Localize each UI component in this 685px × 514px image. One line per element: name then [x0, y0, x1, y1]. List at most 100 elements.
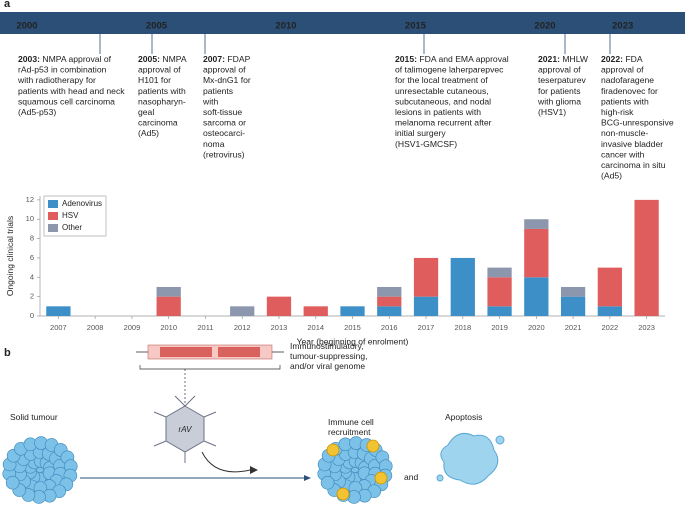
- event-text: high-risk: [601, 107, 634, 117]
- event-line: subcutaneous, and nodal: [395, 96, 491, 106]
- legend-swatch: [48, 200, 58, 208]
- event-text: approval of: [538, 65, 581, 75]
- legend-label: Adenovirus: [62, 199, 102, 208]
- event-text: rAd-p53 in combination: [18, 65, 107, 75]
- event-line: osteocarci-: [203, 128, 245, 138]
- bar-segment: [597, 306, 622, 316]
- event-line: (HSV1-GMCSF): [395, 139, 457, 149]
- apoptotic-body: [436, 474, 444, 482]
- legend-label: Other: [62, 223, 82, 232]
- event-text: with glioma: [537, 96, 581, 106]
- x-tick-label: 2014: [307, 323, 324, 332]
- event-text: 2003: NMPA approval of: [18, 54, 112, 64]
- bar-segment: [377, 296, 402, 307]
- event-line: noma: [203, 139, 225, 149]
- event-text: noma: [203, 139, 225, 149]
- x-tick-label: 2007: [50, 323, 67, 332]
- panel-label: b: [4, 347, 11, 359]
- event-text: 2005: NMPA: [138, 54, 187, 64]
- event-line: H101 for: [138, 75, 171, 85]
- event-text: 2007: FDAP: [203, 54, 251, 64]
- event-text: carcinoma in situ: [601, 160, 666, 170]
- event-line: for patients: [538, 86, 581, 96]
- event-line: carcinoma in situ: [601, 160, 666, 170]
- event-text: Mx-dnG1 for: [203, 75, 251, 85]
- bar-segment: [230, 306, 255, 316]
- event-year: 2003:: [18, 54, 40, 64]
- bar-segment: [524, 228, 549, 278]
- event-line: patients with: [138, 86, 186, 96]
- gene: [160, 347, 212, 357]
- panel-label: a: [4, 0, 11, 10]
- tumour-label: Solid tumour: [10, 412, 58, 422]
- bar-segment: [413, 296, 439, 316]
- x-tick-label: 2017: [418, 323, 435, 332]
- event-line: approval of: [538, 65, 581, 75]
- event-line: FDA: [625, 54, 642, 64]
- event-text: with radiotherapy for: [17, 75, 96, 85]
- immune-cell: [326, 443, 340, 457]
- event-text: invasive bladder: [601, 139, 663, 149]
- event-text: (Ad5-p53): [18, 107, 56, 117]
- event-text: for the local treatment of: [395, 75, 488, 85]
- timeline-year: 2000: [16, 21, 37, 32]
- event-line: approval of: [138, 65, 181, 75]
- event-text: soft-tissue: [203, 107, 242, 117]
- event-text: (Ad5): [601, 171, 622, 181]
- tumour-cell: [320, 475, 335, 490]
- event-text: lesions in patients with: [395, 107, 481, 117]
- gene: [218, 347, 260, 357]
- timeline-year: 2010: [275, 21, 296, 32]
- event-text: (Ad5): [138, 128, 159, 138]
- event-line: patients with head and neck: [18, 86, 125, 96]
- recruitment-label: Immune cell: [328, 417, 374, 427]
- timeline-year: 2005: [146, 21, 168, 32]
- event-line: (HSV1): [538, 107, 566, 117]
- x-tick-label: 2019: [491, 323, 508, 332]
- x-tick-label: 2013: [271, 323, 288, 332]
- event-line: with: [202, 96, 219, 106]
- event-line: BCG-unresponsive: [601, 118, 674, 128]
- event-text: 2015: FDA and EMA approval: [395, 54, 509, 64]
- bar-segment: [377, 306, 402, 316]
- bar-segment: [303, 306, 328, 316]
- event-text: osteocarci-: [203, 128, 245, 138]
- x-tick-label: 2010: [160, 323, 177, 332]
- timeline-year: 2020: [534, 21, 555, 32]
- bar-segment: [340, 306, 365, 316]
- arrowhead: [250, 466, 258, 474]
- virus-label: rAV: [179, 425, 193, 434]
- event-line: initial surgery: [395, 128, 446, 138]
- event-line: squamous cell carcinoma: [18, 96, 115, 106]
- event-line: patients with: [601, 96, 649, 106]
- event-text: with: [202, 96, 219, 106]
- arrow: [201, 451, 251, 473]
- bar-segment: [377, 286, 402, 297]
- event-line: with radiotherapy for: [17, 75, 96, 85]
- apoptosis-label: Apoptosis: [445, 412, 482, 422]
- event-text: non-muscle-: [601, 128, 648, 138]
- connector-label: and: [404, 472, 418, 482]
- event-text: approval of: [601, 65, 644, 75]
- legend-swatch: [48, 212, 58, 220]
- bar-segment: [487, 277, 512, 307]
- bar-segment: [487, 267, 512, 278]
- bar-segment: [634, 199, 659, 316]
- event-line: with glioma: [537, 96, 581, 106]
- event-year: 2015:: [395, 54, 417, 64]
- event-line: teserpaturev: [538, 75, 586, 85]
- event-text: teserpaturev: [538, 75, 586, 85]
- event-text: for patients: [538, 86, 581, 96]
- event-line: approval of: [601, 65, 644, 75]
- event-line: NMPA: [162, 54, 186, 64]
- event-text: BCG-unresponsive: [601, 118, 674, 128]
- event-text: patients with head and neck: [18, 86, 125, 96]
- x-tick-label: 2008: [87, 323, 104, 332]
- bar-segment: [487, 306, 512, 316]
- x-tick-label: 2022: [602, 323, 619, 332]
- event-line: (Ad5): [138, 128, 159, 138]
- legend-swatch: [48, 224, 58, 232]
- event-text: cancer with: [601, 149, 645, 159]
- bar-segment: [266, 296, 292, 316]
- event-text: (HSV1-GMCSF): [395, 139, 457, 149]
